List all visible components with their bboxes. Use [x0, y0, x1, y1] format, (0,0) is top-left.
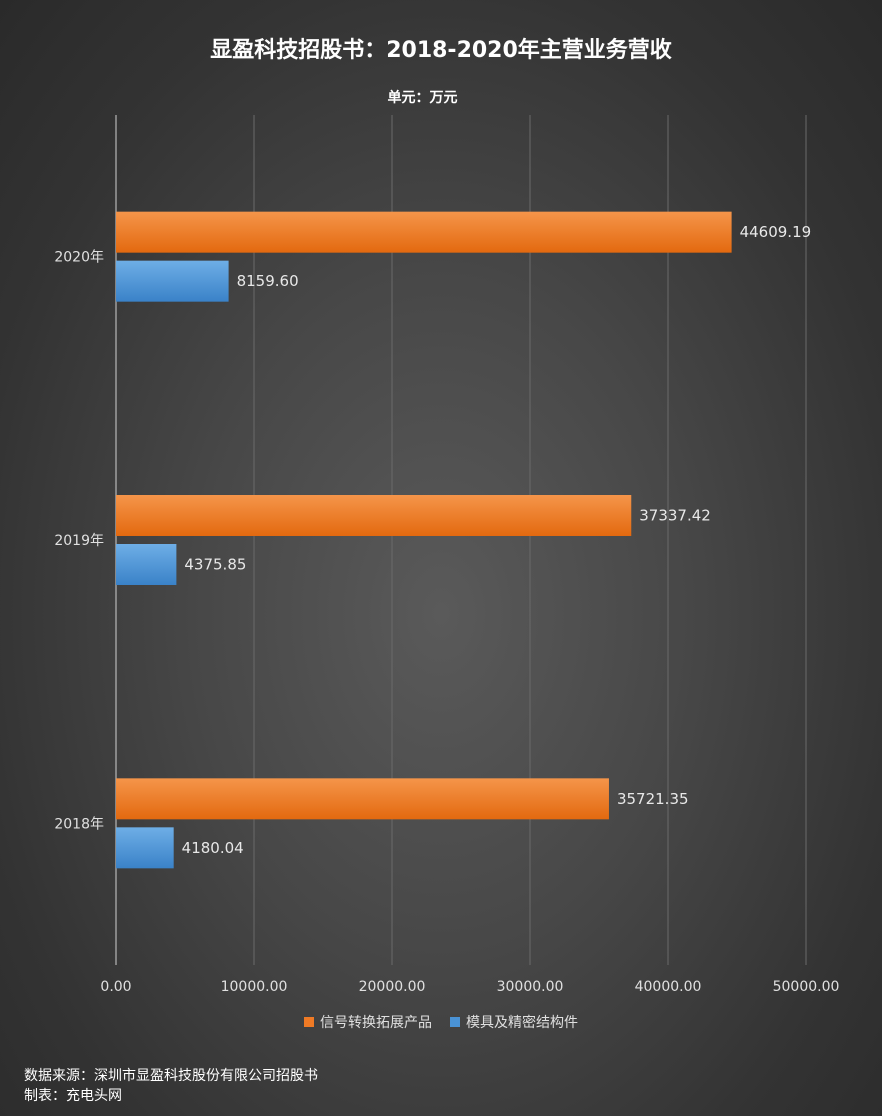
- y-category-label: 2018年: [54, 816, 104, 832]
- x-tick-label: 20000.00: [359, 979, 426, 995]
- x-tick-label: 0.00: [100, 979, 131, 995]
- data-label: 37337.42: [639, 507, 711, 525]
- data-label: 8159.60: [237, 272, 299, 290]
- chart-title: 显盈科技招股书：2018-2020年主营业务营收: [210, 38, 672, 63]
- legend-swatch-blue: [450, 1017, 460, 1027]
- data-label: 35721.35: [617, 790, 689, 808]
- data-label: 4180.04: [182, 839, 244, 857]
- x-tick-label: 40000.00: [635, 979, 702, 995]
- bar-signal-conversion-2018年: [116, 778, 609, 820]
- bar-mold-structural-2020年: [116, 260, 229, 302]
- bar-signal-conversion-2019年: [116, 495, 632, 536]
- data-label: 44609.19: [740, 223, 812, 241]
- legend-label: 信号转换拓展产品: [320, 1015, 432, 1031]
- bar-chart: 0.00 10000.00 20000.00 30000.00 40000.00 5000…: [54, 115, 840, 995]
- bar-signal-conversion-2020年: [116, 211, 732, 253]
- x-tick-label: 50000.00: [773, 979, 840, 995]
- legend-item-series-2: 模具及精密结构件: [450, 1012, 578, 1032]
- maker-note: 制表：充电头网: [24, 1088, 122, 1104]
- bar-mold-structural-2019年: [116, 544, 177, 585]
- data-label: 4375.85: [184, 556, 246, 574]
- legend-item-series-1: 信号转换拓展产品: [304, 1012, 432, 1032]
- footer: 数据来源：深圳市显盈科技股份有限公司招股书 制表：充电头网: [24, 1066, 318, 1106]
- legend-label: 模具及精密结构件: [466, 1015, 578, 1031]
- legend-swatch-orange: [304, 1017, 314, 1027]
- chart-legend: 信号转换拓展产品 模具及精密结构件: [0, 1012, 882, 1032]
- y-category-label: 2020年: [54, 250, 104, 266]
- unit-label: 单元：万元: [387, 90, 458, 106]
- bar-mold-structural-2018年: [116, 827, 174, 869]
- y-category-label: 2019年: [54, 533, 104, 549]
- x-tick-label: 10000.00: [221, 979, 288, 995]
- source-note: 数据来源：深圳市显盈科技股份有限公司招股书: [24, 1068, 318, 1084]
- x-tick-label: 30000.00: [497, 979, 564, 995]
